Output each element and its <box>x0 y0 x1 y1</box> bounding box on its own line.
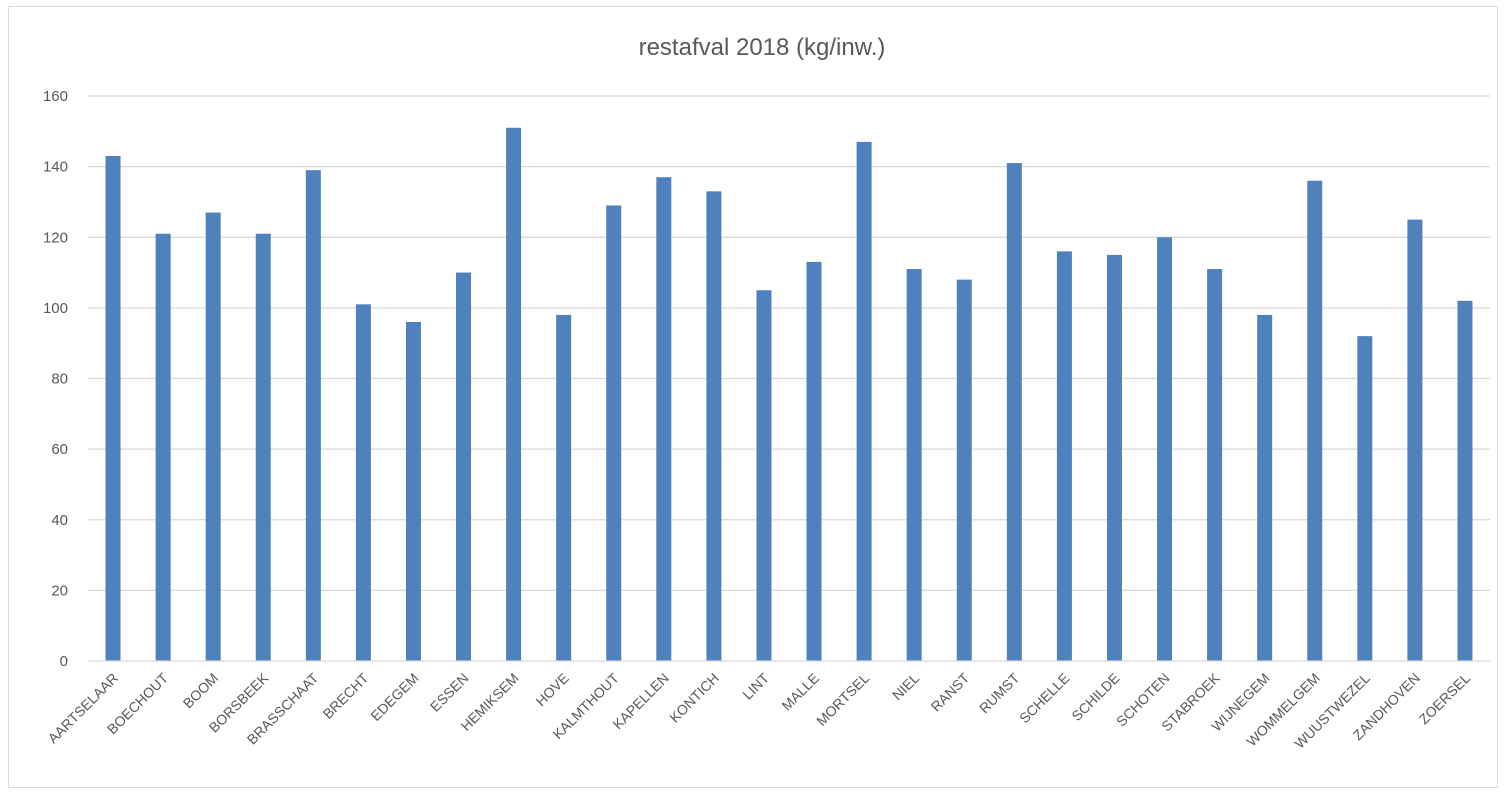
bar <box>205 212 221 661</box>
chart-title: restafval 2018 (kg/inw.) <box>639 34 886 61</box>
bar <box>405 322 421 661</box>
x-tick-label: MORTSEL <box>813 670 872 729</box>
x-tick-label: RANST <box>928 669 973 714</box>
y-tick-label: 140 <box>43 159 68 176</box>
bar <box>456 272 472 661</box>
x-tick-label: KONTICH <box>666 670 722 726</box>
y-tick-label: 160 <box>43 88 68 105</box>
x-tick-label: NIEL <box>889 670 922 703</box>
bar <box>656 177 672 661</box>
bar <box>355 304 371 661</box>
y-tick-label: 20 <box>51 582 68 599</box>
bar <box>1407 219 1423 661</box>
bar <box>706 191 722 661</box>
x-tick-label: MALLE <box>778 670 822 714</box>
bar <box>556 314 572 661</box>
bar <box>506 127 522 661</box>
y-tick-label: 120 <box>43 229 68 246</box>
x-tick-label: BOOM <box>180 670 222 712</box>
y-tick-label: 60 <box>51 441 68 458</box>
y-tick-label: 100 <box>43 300 68 317</box>
bar <box>1006 163 1022 661</box>
bar <box>105 156 121 661</box>
bar <box>906 269 922 661</box>
x-tick-label: EDEGEM <box>367 670 421 724</box>
bar <box>1257 314 1273 661</box>
x-tick-label: HOVE <box>532 670 571 709</box>
bar <box>155 233 171 661</box>
bar <box>255 233 271 661</box>
x-tick-label: SCHELLE <box>1016 670 1072 726</box>
bar <box>1106 254 1122 661</box>
bar <box>1157 237 1173 661</box>
bar <box>1056 251 1072 661</box>
x-tick-label: LINT <box>739 669 772 702</box>
x-tick-label: ESSEN <box>427 670 472 715</box>
bar <box>756 290 772 661</box>
bar <box>806 261 822 661</box>
bars <box>105 127 1473 661</box>
bar <box>606 205 622 661</box>
bar <box>1357 336 1373 661</box>
x-tick-label: BRECHT <box>319 669 371 721</box>
bar <box>856 141 872 661</box>
y-tick-label: 40 <box>51 512 68 529</box>
bar <box>1307 180 1323 661</box>
y-tick-label: 80 <box>51 371 68 388</box>
gridlines <box>88 95 1490 592</box>
bar <box>1457 300 1473 661</box>
bar <box>305 170 321 661</box>
bar <box>1207 269 1223 661</box>
bar <box>956 279 972 661</box>
x-tick-label: RUMST <box>976 669 1023 716</box>
y-axis-ticks: 0 20 40 60 80 100 120 140 160 <box>43 88 68 670</box>
x-tick-label: AARTSELAAR <box>45 670 122 747</box>
y-tick-label: 0 <box>60 653 68 670</box>
x-tick-label: ZOERSEL <box>1416 670 1474 728</box>
